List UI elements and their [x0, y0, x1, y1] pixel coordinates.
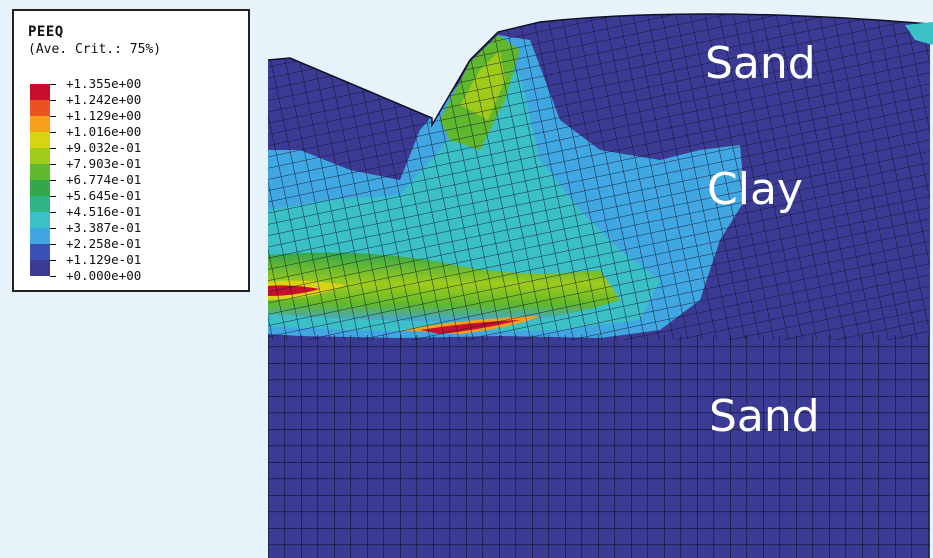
corner-patch	[905, 22, 933, 45]
legend-swatch	[30, 228, 50, 244]
legend-swatch	[30, 132, 50, 148]
legend-tick-label: +9.032e-01	[66, 140, 142, 155]
legend-tick	[50, 212, 56, 213]
legend-tick-label: +6.774e-01	[66, 172, 142, 187]
legend-swatch	[30, 100, 50, 116]
legend-tick-label: +4.516e-01	[66, 204, 142, 219]
region-label-sand-top: Sand	[705, 38, 816, 89]
region-label-sand-bottom: Sand	[709, 391, 820, 442]
legend-tick-label: +2.258e-01	[66, 236, 142, 251]
legend-tick-label: +0.000e+00	[66, 268, 142, 283]
legend-tick	[50, 100, 56, 101]
legend-tick	[50, 276, 56, 277]
legend-tick	[50, 164, 56, 165]
legend-tick	[50, 116, 56, 117]
legend-swatch	[30, 180, 50, 196]
legend-tick-label: +1.129e-01	[66, 252, 142, 267]
mesh-domain	[268, 13, 930, 558]
legend-tick	[50, 148, 56, 149]
legend-swatch	[30, 84, 50, 100]
legend-tick	[50, 244, 56, 245]
legend-subtitle: (Ave. Crit.: 75%)	[28, 42, 162, 57]
legend-tick	[50, 180, 56, 181]
legend-tick-label: +3.387e-01	[66, 220, 142, 235]
legend-tick	[50, 132, 56, 133]
legend-tick-label: +7.903e-01	[66, 156, 142, 171]
domain-outline	[267, 13, 931, 128]
legend-swatch	[30, 260, 50, 276]
region-label-clay: Clay	[707, 164, 803, 215]
legend-title: PEEQ	[28, 24, 64, 40]
legend-tick-label: +5.645e-01	[66, 188, 142, 203]
legend-tick	[50, 84, 56, 85]
legend-tick-label: +1.129e+00	[66, 108, 142, 123]
legend-tick-label: +1.355e+00	[66, 76, 142, 91]
legend: PEEQ (Ave. Crit.: 75%) +1.355e+00 +1.242e…	[12, 9, 250, 292]
legend-tick	[50, 196, 56, 197]
mesh-grid-lower	[268, 335, 930, 558]
legend-tick	[50, 260, 56, 261]
legend-tick	[50, 228, 56, 229]
legend-swatch	[30, 116, 50, 132]
legend-tick-label: +1.242e+00	[66, 92, 142, 107]
legend-swatch	[30, 212, 50, 228]
legend-swatch	[30, 244, 50, 260]
legend-swatch	[30, 196, 50, 212]
mesh-grid-upper	[268, 13, 930, 340]
legend-swatch	[30, 148, 50, 164]
legend-swatch	[30, 164, 50, 180]
legend-tick-label: +1.016e+00	[66, 124, 142, 139]
